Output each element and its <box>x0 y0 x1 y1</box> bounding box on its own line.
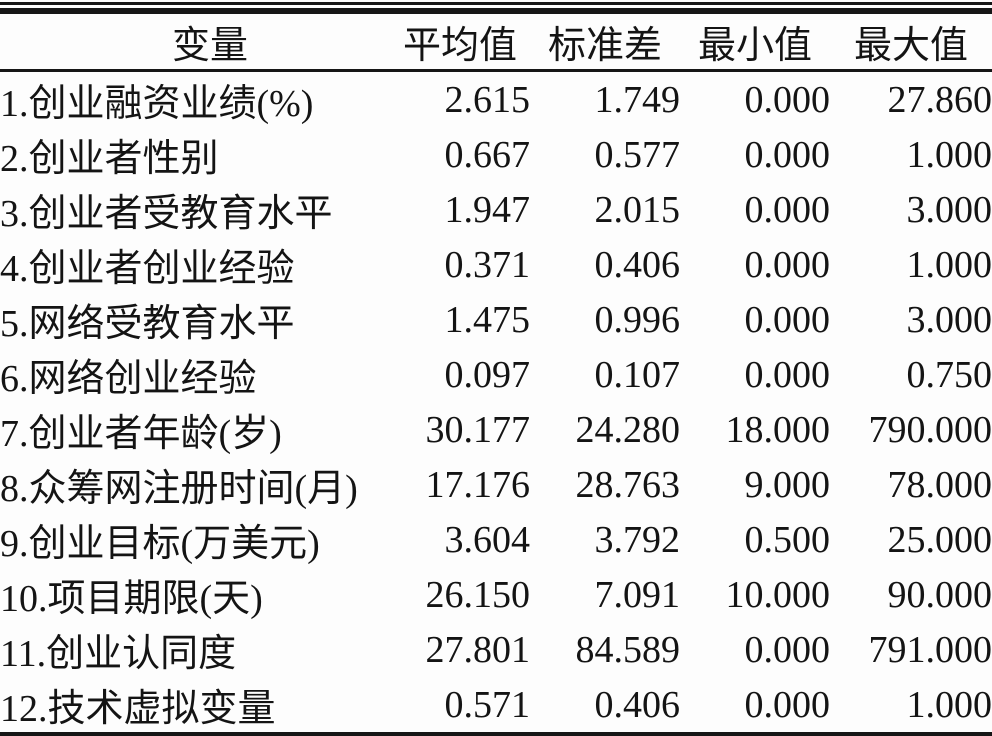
cell-mean: 26.150 <box>425 573 531 616</box>
cell-variable: 7.创业者年龄(岁) <box>0 413 282 455</box>
cell-mean: 0.667 <box>444 133 531 176</box>
cell-sd: 2.015 <box>594 188 681 231</box>
cell-min: 0.000 <box>744 78 831 121</box>
cell-max: 790.000 <box>868 408 992 451</box>
cell-min: 0.000 <box>744 683 831 726</box>
cell-max: 27.860 <box>887 78 992 121</box>
table-row: 10.项目期限(天) 26.150 7.091 10.000 90.000 <box>0 567 992 622</box>
cell-variable: 8.众筹网注册时间(月) <box>0 468 358 510</box>
cell-variable: 12.技术虚拟变量 <box>0 688 276 730</box>
table-row: 3.创业者受教育水平 1.947 2.015 0.000 3.000 <box>0 182 992 237</box>
table-row: 1.创业融资业绩(%) 2.615 1.749 0.000 27.860 <box>0 71 992 128</box>
table-row: 11.创业认同度 27.801 84.589 0.000 791.000 <box>0 622 992 677</box>
cell-variable: 9.创业目标(万美元) <box>0 523 320 565</box>
cell-min: 10.000 <box>725 573 831 616</box>
cell-max: 3.000 <box>906 298 992 341</box>
cell-max: 1.000 <box>906 683 992 726</box>
table-header-row: 变量 平均值 标准差 最小值 最大值 <box>0 14 992 72</box>
cell-variable: 11.创业认同度 <box>0 633 237 675</box>
table-row: 8.众筹网注册时间(月) 17.176 28.763 9.000 78.000 <box>0 457 992 512</box>
cell-min: 9.000 <box>744 463 831 506</box>
cell-sd: 84.589 <box>575 628 681 671</box>
cell-max: 1.000 <box>906 243 992 286</box>
cell-variable: 1.创业融资业绩(%) <box>0 83 314 125</box>
cell-max: 90.000 <box>887 573 992 616</box>
cell-mean: 3.604 <box>444 518 531 561</box>
cell-max: 3.000 <box>906 188 992 231</box>
cell-max: 1.000 <box>906 133 992 176</box>
cell-sd: 1.749 <box>594 78 681 121</box>
cell-sd: 3.792 <box>594 518 681 561</box>
table-row: 4.创业者创业经验 0.371 0.406 0.000 1.000 <box>0 237 992 292</box>
cell-max: 78.000 <box>887 463 992 506</box>
table-row: 6.网络创业经验 0.097 0.107 0.000 0.750 <box>0 347 992 402</box>
cell-min: 0.000 <box>744 353 831 396</box>
table-top-rule-thin <box>0 2 992 5</box>
cell-sd: 28.763 <box>575 463 681 506</box>
cell-mean: 27.801 <box>425 628 531 671</box>
cell-sd: 0.406 <box>594 683 681 726</box>
cell-variable: 5.网络受教育水平 <box>0 303 295 345</box>
col-header-sd: 标准差 <box>530 14 680 72</box>
cell-sd: 24.280 <box>575 408 681 451</box>
table-top-rule-thick <box>0 8 992 14</box>
cell-sd: 0.406 <box>594 243 681 286</box>
cell-variable: 6.网络创业经验 <box>0 358 257 400</box>
cell-mean: 1.475 <box>444 298 531 341</box>
cell-sd: 0.577 <box>594 133 681 176</box>
cell-max: 791.000 <box>868 628 992 671</box>
cell-min: 0.000 <box>744 243 831 286</box>
table-row: 2.创业者性别 0.667 0.577 0.000 1.000 <box>0 127 992 182</box>
cell-mean: 1.947 <box>444 188 531 231</box>
table-row: 5.网络受教育水平 1.475 0.996 0.000 3.000 <box>0 292 992 347</box>
cell-variable: 4.创业者创业经验 <box>0 248 295 290</box>
table-row: 9.创业目标(万美元) 3.604 3.792 0.500 25.000 <box>0 512 992 567</box>
cell-variable: 10.项目期限(天) <box>0 578 263 620</box>
cell-mean: 2.615 <box>444 78 531 121</box>
table-row: 7.创业者年龄(岁) 30.177 24.280 18.000 790.000 <box>0 402 992 457</box>
cell-sd: 0.107 <box>594 353 681 396</box>
cell-sd: 7.091 <box>594 573 681 616</box>
col-header-max: 最大值 <box>830 14 992 72</box>
table-row: 12.技术虚拟变量 0.571 0.406 0.000 1.000 <box>0 677 992 735</box>
cell-mean: 0.371 <box>444 243 531 286</box>
col-header-mean: 平均值 <box>390 14 530 72</box>
cell-mean: 30.177 <box>425 408 531 451</box>
cell-min: 0.000 <box>744 188 831 231</box>
descriptive-statistics-table: 变量 平均值 标准差 最小值 最大值 1.创业融资业绩(%) 2.615 1.7… <box>0 14 992 736</box>
col-header-min: 最小值 <box>680 14 830 72</box>
cell-mean: 0.571 <box>444 683 531 726</box>
cell-max: 0.750 <box>906 353 992 396</box>
cell-sd: 0.996 <box>594 298 681 341</box>
cell-variable: 3.创业者受教育水平 <box>0 193 333 235</box>
cell-min: 18.000 <box>725 408 831 451</box>
cell-min: 0.000 <box>744 133 831 176</box>
cell-max: 25.000 <box>887 518 992 561</box>
col-header-variable: 变量 <box>0 14 390 72</box>
cell-mean: 0.097 <box>444 353 531 396</box>
cell-mean: 17.176 <box>425 463 531 506</box>
cell-min: 0.000 <box>744 628 831 671</box>
cell-variable: 2.创业者性别 <box>0 138 219 180</box>
cell-min: 0.000 <box>744 298 831 341</box>
table-body: 1.创业融资业绩(%) 2.615 1.749 0.000 27.860 2.创… <box>0 71 992 735</box>
cell-min: 0.500 <box>744 518 831 561</box>
